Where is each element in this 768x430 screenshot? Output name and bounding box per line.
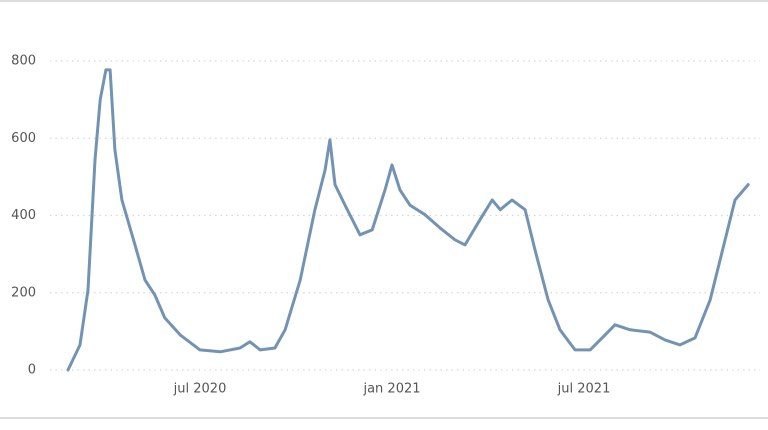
y-tick-label: 200 (11, 285, 36, 300)
x-tick-label: jan 2021 (362, 382, 420, 397)
y-tick-label: 400 (11, 208, 36, 223)
y-tick-label: 0 (28, 363, 36, 378)
y-tick-label: 800 (11, 54, 36, 69)
series-line (66, 68, 750, 372)
y-tick-label: 600 (11, 131, 36, 146)
x-tick-label: jul 2021 (557, 382, 611, 397)
x-tick-label: jul 2020 (173, 382, 227, 397)
